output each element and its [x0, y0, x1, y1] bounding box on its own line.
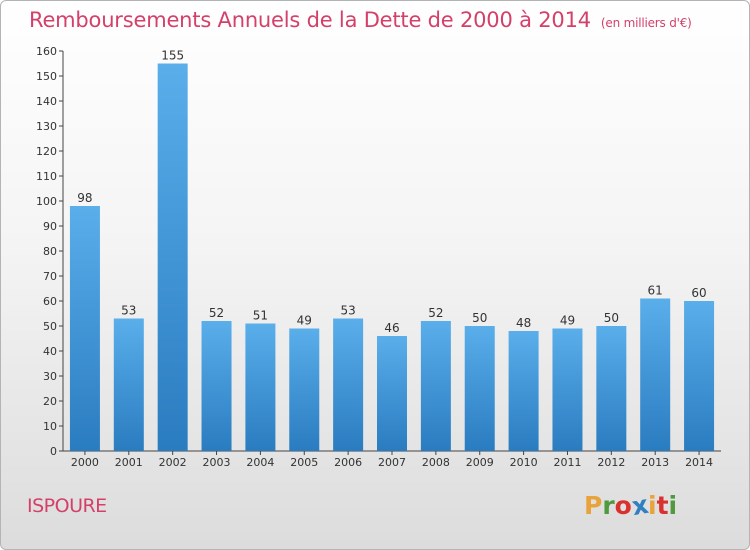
- y-tick-label: 0: [50, 445, 57, 458]
- bar-2005: [289, 328, 320, 451]
- x-tick-label-2004: 2004: [246, 456, 274, 469]
- y-tick-label: 120: [36, 145, 57, 158]
- y-tick-label: 130: [36, 120, 57, 133]
- value-label-2005: 49: [297, 314, 312, 328]
- x-tick-label-2011: 2011: [553, 456, 581, 469]
- bar-2001: [113, 318, 144, 451]
- bar-2007: [377, 336, 407, 451]
- bar-2004: [245, 323, 276, 451]
- y-tick-label: 40: [43, 345, 57, 358]
- logo-letter: o: [614, 491, 632, 520]
- x-tick-label-2002: 2002: [159, 456, 187, 469]
- y-tick-label: 110: [36, 170, 57, 183]
- value-label-2009: 50: [472, 311, 487, 325]
- y-tick-label: 70: [43, 270, 57, 283]
- proxiti-logo: Proxiti: [584, 490, 678, 521]
- x-tick-label-2001: 2001: [115, 456, 143, 469]
- x-tick-label-2014: 2014: [685, 456, 713, 469]
- y-tick-label: 80: [43, 245, 57, 258]
- bar-2008: [420, 321, 451, 451]
- bar-2014: [684, 301, 715, 451]
- city-name: ISPOURE: [27, 495, 107, 517]
- value-label-2000: 98: [77, 191, 92, 205]
- value-label-2014: 60: [691, 286, 706, 300]
- y-tick-label: 90: [43, 220, 57, 233]
- value-label-2002: 155: [161, 49, 184, 63]
- bar-2002: [157, 63, 188, 451]
- value-label-2012: 50: [604, 311, 619, 325]
- logo-letter: P: [584, 491, 603, 520]
- x-tick-label-2000: 2000: [71, 456, 99, 469]
- x-tick-label-2010: 2010: [510, 456, 538, 469]
- value-label-2001: 53: [121, 304, 136, 318]
- bar-2003: [201, 321, 232, 451]
- x-tick-label-2013: 2013: [641, 456, 669, 469]
- bar-2000: [69, 206, 100, 451]
- y-tick-label: 10: [43, 420, 57, 433]
- bar-2011: [552, 328, 583, 451]
- y-tick-label: 150: [36, 70, 57, 83]
- y-tick-label: 20: [43, 395, 57, 408]
- y-tick-label: 100: [36, 195, 57, 208]
- logo-letter: r: [602, 491, 615, 520]
- value-label-2004: 51: [253, 309, 268, 323]
- chart-title-text: Remboursements Annuels de la Dette de 20…: [29, 8, 591, 32]
- x-tick-label-2007: 2007: [378, 456, 406, 469]
- value-label-2008: 52: [428, 306, 443, 320]
- value-label-2013: 61: [648, 284, 663, 298]
- x-tick-label-2003: 2003: [203, 456, 231, 469]
- bar-2013: [640, 298, 671, 451]
- logo-letter: i: [648, 491, 657, 520]
- value-label-2011: 49: [560, 314, 575, 328]
- bar-2006: [333, 318, 364, 451]
- value-label-2006: 53: [340, 304, 355, 318]
- value-label-2010: 48: [516, 316, 531, 330]
- logo-letter: t: [656, 491, 669, 520]
- value-label-2003: 52: [209, 306, 224, 320]
- x-tick-label-2009: 2009: [466, 456, 494, 469]
- chart-title: Remboursements Annuels de la Dette de 20…: [29, 8, 692, 32]
- y-tick-label: 30: [43, 370, 57, 383]
- x-tick-label-2006: 2006: [334, 456, 362, 469]
- bar-2012: [596, 326, 627, 451]
- chart-unit: (en milliers d'€): [600, 16, 692, 30]
- bar-2009: [464, 326, 495, 451]
- x-tick-label-2012: 2012: [597, 456, 625, 469]
- y-tick-label: 50: [43, 320, 57, 333]
- x-tick-label-2008: 2008: [422, 456, 450, 469]
- x-tick-label-2005: 2005: [290, 456, 318, 469]
- value-label-2007: 46: [384, 321, 399, 335]
- y-tick-label: 140: [36, 95, 57, 108]
- y-tick-label: 60: [43, 295, 57, 308]
- bar-2010: [508, 331, 539, 451]
- logo-letter: i: [668, 491, 678, 520]
- y-tick-label: 160: [36, 45, 57, 58]
